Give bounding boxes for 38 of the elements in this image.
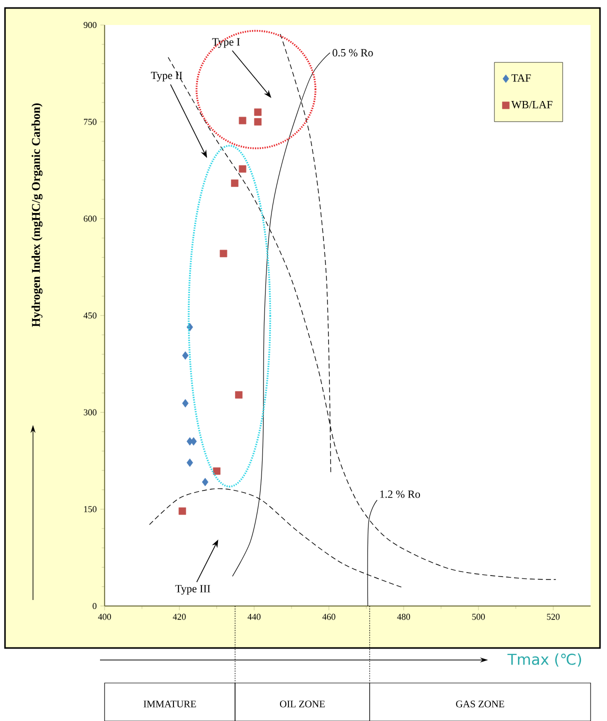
point — [213, 467, 220, 475]
point — [254, 118, 262, 126]
x-tick-label: 400 — [98, 614, 111, 620]
point — [202, 478, 208, 486]
y-tick-label: 450 — [84, 312, 96, 319]
point — [220, 250, 228, 258]
annotation: Type III — [175, 585, 210, 595]
point — [235, 391, 242, 399]
point — [254, 108, 262, 116]
x-tick-label: 420 — [172, 614, 186, 620]
point — [238, 165, 246, 173]
legend-label: WB/LAF — [511, 101, 552, 108]
text: GAS ZONE — [456, 700, 504, 708]
y-tick-label: 600 — [84, 216, 96, 222]
point — [182, 351, 189, 360]
point — [186, 458, 194, 467]
x-tick-label: 460 — [322, 614, 336, 620]
x-tick-label: 500 — [472, 614, 485, 620]
point — [231, 179, 238, 187]
x-tick-label: 520 — [547, 614, 560, 620]
y-tick-label: 150 — [84, 506, 96, 512]
x-axis-title: Tmax (℃) — [507, 653, 582, 667]
y-axis-title: Hydrogen Index (mgHC/g Organic Carbon) — [32, 103, 43, 327]
text: IMMATURE — [144, 700, 196, 708]
point — [182, 399, 189, 408]
y-tick-label: 300 — [84, 409, 96, 416]
y-tick-label: 750 — [84, 118, 96, 125]
annotation: 1.2 % Ro — [380, 490, 420, 498]
legend-label: TAF — [512, 74, 531, 82]
annotation: 0.5 % Ro — [332, 49, 373, 56]
y-tick-label: 900 — [84, 22, 96, 28]
y-tick-label: 0 — [92, 602, 96, 610]
point — [178, 507, 186, 515]
point — [238, 116, 246, 124]
annotation: Type II — [150, 72, 182, 82]
text: OIL ZONE — [280, 700, 325, 708]
x-tick-label: 480 — [397, 614, 410, 620]
x-tick-label: 440 — [248, 614, 261, 620]
